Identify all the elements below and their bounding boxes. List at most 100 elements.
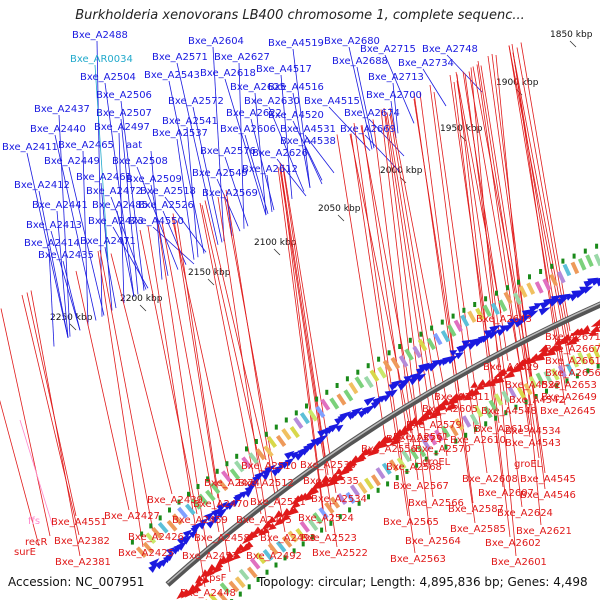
forward-gene-label[interactable]: Bxe_A2627 xyxy=(214,52,270,63)
forward-gene-label[interactable]: Bxe_A4519 xyxy=(268,38,324,49)
reverse-gene-label[interactable]: Bxe_A2495 xyxy=(236,515,292,526)
forward-gene-label[interactable]: Bxe_A2518 xyxy=(140,186,196,197)
reverse-gene-label[interactable]: Bxe_A2458 xyxy=(194,533,250,544)
reverse-gene-label[interactable]: Bxe_A4545 xyxy=(520,474,576,485)
forward-gene-label[interactable]: Bxe_A2543 xyxy=(144,70,200,81)
reverse-gene-label[interactable]: Bxe_A2536 xyxy=(300,460,356,471)
forward-gene-label[interactable]: Bxe_A2630 xyxy=(244,96,300,107)
reverse-gene-label[interactable]: Bxe_A2522 xyxy=(312,548,368,559)
reverse-gene-label[interactable]: Bxe_A2587 xyxy=(448,504,504,515)
reverse-gene-label[interactable]: Bxe_A2470 xyxy=(193,499,249,510)
reverse-gene-label[interactable]: Bxe_A2426 xyxy=(128,532,184,543)
forward-gene-label[interactable]: Bxe_A2537 xyxy=(152,128,208,139)
reverse-gene-label[interactable]: Bxe_A2565 xyxy=(383,517,439,528)
reverse-gene-label[interactable]: Bxe_A2459 xyxy=(172,515,228,526)
forward-gene-label[interactable]: Bxe_A2497 xyxy=(94,122,150,133)
forward-gene-label[interactable]: Bxe_A2488 xyxy=(72,30,128,41)
forward-gene-label[interactable]: Bxe_A2441 xyxy=(32,200,88,211)
forward-gene-label[interactable]: Bxe_A4516 xyxy=(268,82,324,93)
reverse-gene-label[interactable]: rpsF xyxy=(205,573,227,584)
forward-gene-label[interactable]: Bxe_A4538 xyxy=(280,136,336,147)
reverse-gene-label[interactable]: Bxe_A2585 xyxy=(450,524,506,535)
reverse-gene-label[interactable]: Bxe_A2492 xyxy=(246,551,302,562)
reverse-gene-label[interactable]: Bxe_A2534 xyxy=(311,494,367,505)
reverse-gene-label[interactable]: Bxe_A2653 xyxy=(541,380,597,391)
forward-gene-label[interactable]: Bxe_A2412 xyxy=(14,180,70,191)
reverse-gene-label[interactable]: Bxe_A2382 xyxy=(54,536,110,547)
forward-gene-label[interactable]: Bxe_A2700 xyxy=(366,90,422,101)
reverse-gene-label[interactable]: Bxe_A2563 xyxy=(390,554,446,565)
forward-gene-label[interactable]: Bxe_A2674 xyxy=(344,108,400,119)
pseudogene-label[interactable]: ffs xyxy=(28,516,40,527)
forward-gene-label[interactable]: Bxe_A2606 xyxy=(220,124,276,135)
forward-gene-label[interactable]: Bxe_A4531 xyxy=(280,124,336,135)
forward-gene-label[interactable]: aat xyxy=(126,140,142,151)
reverse-gene-label[interactable]: Bxe_A2661 xyxy=(545,356,600,367)
forward-gene-label[interactable]: Bxe_A2507 xyxy=(96,108,152,119)
forward-gene-label[interactable]: Bxe_A2734 xyxy=(398,58,454,69)
forward-gene-label[interactable]: Bxe_A2572 xyxy=(168,96,224,107)
reverse-gene-label[interactable]: Bxe_A2605 xyxy=(422,404,478,415)
forward-gene-label[interactable]: Bxe_A2571 xyxy=(152,52,208,63)
forward-gene-label[interactable]: Bxe_A4520 xyxy=(268,110,324,121)
forward-gene-label[interactable]: Bxe_A4515 xyxy=(304,96,360,107)
reverse-gene-label[interactable]: Bxe_A2656 xyxy=(545,368,600,379)
forward-gene-label[interactable]: Bxe_A2688 xyxy=(332,56,388,67)
forward-gene-label[interactable]: Bxe_A2437 xyxy=(34,104,90,115)
forward-gene-label[interactable]: Bxe_A4517 xyxy=(256,64,312,75)
reverse-gene-label[interactable]: Bxe_A2608 xyxy=(462,474,518,485)
reverse-gene-label[interactable]: Bxe_A4548 xyxy=(481,406,537,417)
reverse-gene-label[interactable]: Bxe_A2524 xyxy=(298,513,354,524)
reverse-gene-label[interactable]: Bxe_A2643 xyxy=(476,314,532,325)
forward-gene-label[interactable]: Bxe_A2509 xyxy=(126,174,182,185)
reverse-gene-label[interactable]: Bxe_A2381 xyxy=(55,557,111,568)
reverse-gene-label[interactable]: Bxe_A2556 xyxy=(361,444,417,455)
forward-gene-label[interactable]: Bxe_A2440 xyxy=(30,124,86,135)
forward-gene-label[interactable]: Bxe_A2465 xyxy=(58,140,114,151)
reverse-gene-label[interactable]: Bxe_A2564 xyxy=(405,536,461,547)
reverse-gene-label[interactable]: groEL xyxy=(514,459,543,470)
reverse-gene-label[interactable]: Bxe_A2570 xyxy=(415,444,471,455)
forward-gene-label[interactable]: Bxe_A2618 xyxy=(200,68,256,79)
reverse-gene-label[interactable]: Bxe_A2671 xyxy=(545,332,600,343)
forward-gene-label[interactable]: Bxe_A2541 xyxy=(162,116,218,127)
forward-gene-label[interactable]: Bxe_A2504 xyxy=(80,72,136,83)
forward-gene-label[interactable]: Bxe_A2449 xyxy=(44,156,100,167)
forward-gene-label[interactable]: Bxe_A2748 xyxy=(422,44,478,55)
rna-gene-label[interactable]: Bxe_AR0034 xyxy=(70,54,133,65)
forward-gene-label[interactable]: Bxe_A2414 xyxy=(24,238,80,249)
forward-gene-label[interactable]: Bxe_A4550 xyxy=(128,216,184,227)
reverse-gene-label[interactable]: surE xyxy=(14,547,36,558)
reverse-gene-label[interactable]: Bxe_A2568 xyxy=(386,462,442,473)
reverse-gene-label[interactable]: Bxe_A4542 xyxy=(509,395,565,406)
reverse-gene-label[interactable]: Bxe_A2511 xyxy=(250,497,306,508)
forward-gene-label[interactable]: Bxe_A2411 xyxy=(2,142,58,153)
forward-gene-label[interactable]: Bxe_A2549 xyxy=(192,168,248,179)
reverse-gene-label[interactable]: Bxe_A2645 xyxy=(540,406,596,417)
forward-gene-label[interactable]: Bxe_A2612 xyxy=(242,164,298,175)
reverse-gene-label[interactable]: Bxe_A2427 xyxy=(104,511,160,522)
forward-gene-label[interactable]: Bxe_A2526 xyxy=(138,200,194,211)
reverse-gene-label[interactable]: Bxe_A2611 xyxy=(434,392,490,403)
forward-gene-label[interactable]: Bxe_A2604 xyxy=(188,36,244,47)
reverse-gene-label[interactable]: Bxe_A4546 xyxy=(520,490,576,501)
reverse-gene-label[interactable]: Bxe_A2667 xyxy=(545,344,600,355)
reverse-gene-label[interactable]: Bxe_A2602 xyxy=(485,538,541,549)
reverse-gene-label[interactable]: Bxe_A2567 xyxy=(393,481,449,492)
forward-gene-label[interactable]: Bxe_A2715 xyxy=(360,44,416,55)
forward-gene-label[interactable]: Bxe_A2461 xyxy=(76,172,132,183)
reverse-gene-label[interactable]: Bxe_A2579 xyxy=(406,420,462,431)
forward-gene-label[interactable]: Bxe_A2576 xyxy=(200,146,256,157)
reverse-gene-label[interactable]: Bxe_A2448 xyxy=(180,588,236,599)
forward-gene-label[interactable]: Bxe_A2713 xyxy=(368,72,424,83)
reverse-gene-label[interactable]: Bxe_A2510 xyxy=(241,461,297,472)
forward-gene-label[interactable]: Bxe_A2626 xyxy=(252,148,308,159)
forward-gene-label[interactable]: Bxe_A2471 xyxy=(80,236,136,247)
reverse-gene-label[interactable]: Bxe_A2512 xyxy=(238,478,294,489)
forward-gene-label[interactable]: Bxe_A2435 xyxy=(38,250,94,261)
reverse-gene-label[interactable]: Bxe_A2425 xyxy=(118,548,174,559)
reverse-gene-label[interactable]: Bxe_A4551 xyxy=(51,517,107,528)
forward-gene-label[interactable]: Bxe_A2472 xyxy=(86,186,142,197)
forward-gene-label[interactable]: Bxe_A2508 xyxy=(112,156,168,167)
forward-gene-label[interactable]: Bxe_A2569 xyxy=(202,188,258,199)
